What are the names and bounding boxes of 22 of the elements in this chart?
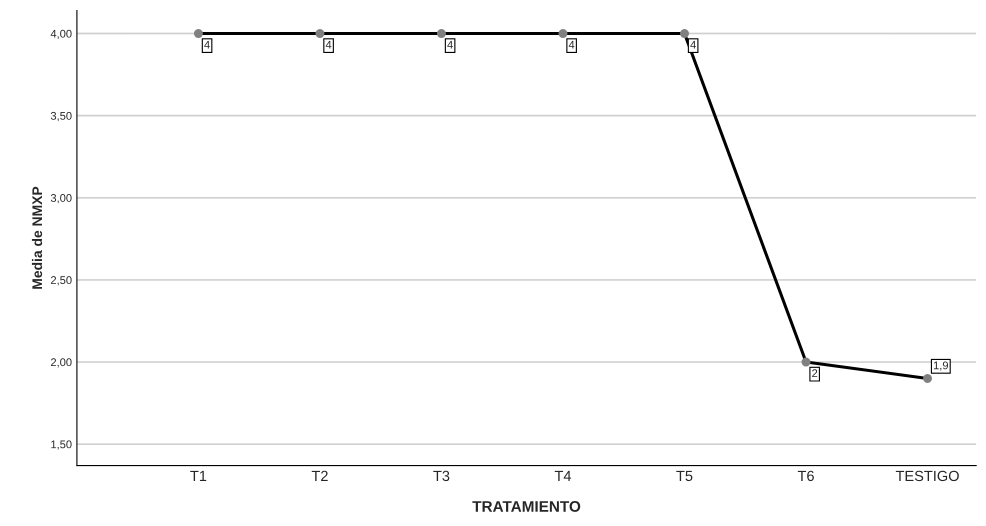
y-tick-label: 4,00 [50,30,72,39]
y-tick-label: 3,50 [50,112,72,122]
x-tick-label: T5 [676,470,692,482]
text: 4 [690,40,696,49]
x-tick-label: T1 [190,470,206,481]
text: 4 [326,40,332,49]
y-tick-label: 2,00 [50,358,72,368]
text: 4 [447,40,453,49]
y-tick-label: 3,00 [50,194,72,204]
x-tick-label: T4 [554,470,572,481]
x-tick-label: T2 [312,470,328,481]
y-axis-title: Media de NMXP [32,186,42,289]
y-tick-label: 2,50 [50,276,72,286]
text: 2 [812,369,818,378]
text: 1,9 [934,361,948,371]
y-tick-label: 1,50 [51,440,72,450]
x-tick-label: TESTIGO [896,470,959,482]
text: 4 [568,40,574,49]
x-tick-label: T3 [433,470,450,482]
x-axis-title: TRATAMIENTO [472,501,580,512]
text: 4 [204,40,210,49]
x-tick-label: T6 [798,470,814,482]
